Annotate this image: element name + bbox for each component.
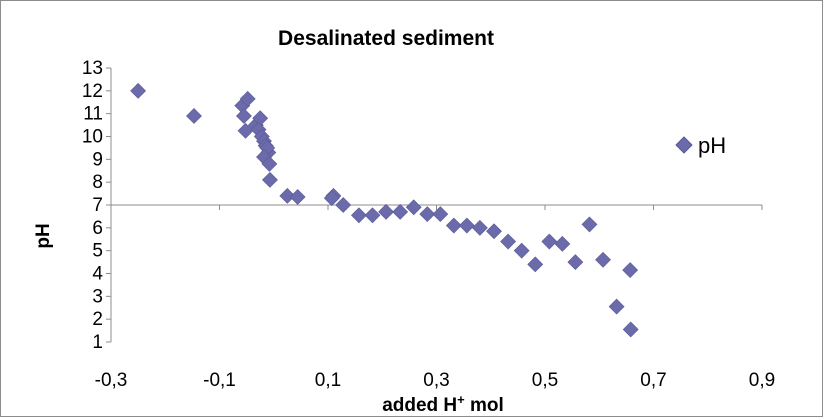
y-tick-label: 5	[92, 241, 103, 262]
legend-label: pH	[698, 133, 726, 158]
x-axis: -0,3 -0,1 0,1 0,3 0,5 0,7 0,9	[95, 204, 775, 391]
legend: pH	[675, 133, 726, 158]
data-point	[235, 108, 252, 124]
x-axis-title: added H+ mol	[382, 392, 504, 417]
y-tick-label: 13	[82, 58, 103, 79]
y-tick-label: 4	[92, 264, 103, 285]
data-point	[527, 256, 544, 273]
data-point	[378, 203, 394, 220]
data-point	[405, 199, 422, 216]
x-tick-label: 0,5	[532, 370, 558, 391]
data-point	[595, 251, 611, 268]
x-tick-label: 0,7	[640, 370, 666, 391]
data-point	[237, 122, 254, 139]
y-axis-title: pH	[33, 223, 54, 248]
data-point	[567, 254, 584, 271]
data-point	[432, 206, 449, 223]
data-point	[364, 207, 381, 224]
y-tick-label: 7	[92, 195, 103, 216]
x-tick-label: -0,1	[203, 370, 236, 391]
data-point	[279, 187, 296, 204]
data-point	[500, 233, 517, 250]
data-point	[335, 197, 352, 213]
data-point	[289, 189, 306, 205]
data-point	[392, 203, 409, 220]
x-tick-label: -0,3	[95, 370, 128, 391]
x-tick-label: 0,3	[423, 370, 449, 391]
data-point	[239, 90, 256, 107]
x-tick-label: 0,1	[315, 370, 341, 391]
data-points	[130, 82, 639, 338]
y-tick-label: 9	[92, 149, 103, 170]
data-point	[419, 206, 436, 223]
data-point	[186, 108, 202, 124]
y-tick-label: 3	[92, 286, 103, 307]
data-point	[350, 207, 367, 224]
data-point	[130, 82, 147, 99]
data-point	[458, 217, 475, 234]
data-point	[541, 233, 558, 250]
data-point	[323, 190, 340, 207]
data-point	[622, 321, 639, 338]
data-point	[554, 235, 571, 252]
data-point	[622, 262, 639, 278]
y-tick-label: 10	[82, 127, 103, 148]
data-point	[608, 298, 625, 315]
data-point	[486, 223, 502, 240]
y-tick-label: 8	[92, 172, 103, 193]
data-point	[513, 242, 530, 259]
data-point	[581, 216, 598, 233]
y-tick-label: 2	[92, 309, 103, 330]
chart-title: Desalinated sediment	[278, 27, 494, 50]
data-point	[261, 155, 278, 172]
y-tick-label: 12	[82, 81, 103, 102]
data-point	[471, 219, 488, 236]
y-tick-label: 6	[92, 218, 103, 239]
y-tick-label: 1	[92, 332, 103, 353]
legend-marker-icon	[675, 136, 693, 154]
data-point	[445, 217, 462, 234]
x-tick-label: 0,9	[749, 370, 775, 391]
data-point	[262, 171, 278, 188]
y-tick-label: 11	[83, 104, 103, 125]
